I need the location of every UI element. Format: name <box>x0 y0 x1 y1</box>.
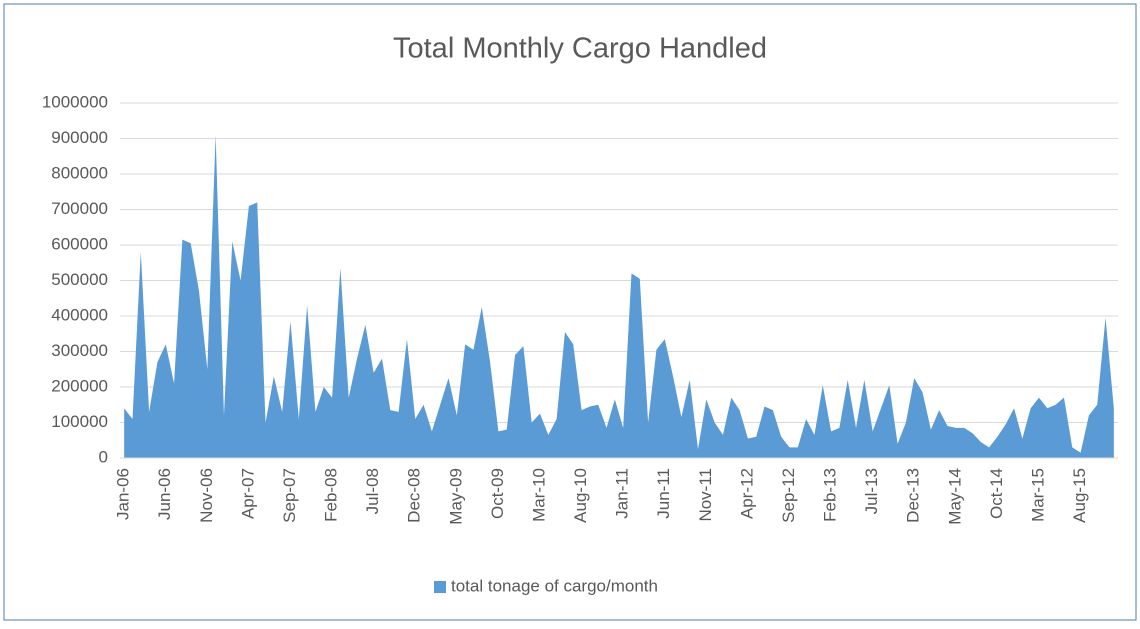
x-tick-label: Mar-15 <box>1028 468 1047 522</box>
x-tick-label: Apr-07 <box>238 468 257 519</box>
y-tick-label: 0 <box>99 447 108 466</box>
x-tick-label: Sep-07 <box>280 468 299 523</box>
x-tick-label: Mar-10 <box>529 468 548 522</box>
x-tick-label: Apr-12 <box>737 468 756 519</box>
x-tick-label: Aug-15 <box>1070 468 1089 523</box>
y-tick-label: 500000 <box>51 270 108 289</box>
chart-border <box>3 3 1137 621</box>
x-tick-label: May-14 <box>945 468 964 525</box>
x-tick-label: Feb-08 <box>322 468 341 522</box>
chart-title: Total Monthly Cargo Handled <box>393 33 767 65</box>
x-tick-label: Aug-10 <box>571 468 590 523</box>
x-tick-label: Jan-11 <box>613 468 632 519</box>
y-tick-label: 400000 <box>51 305 108 324</box>
y-tick-label: 800000 <box>51 163 108 182</box>
y-tick-label: 900000 <box>51 128 108 147</box>
x-tick-label: Dec-08 <box>405 468 424 523</box>
x-tick-label: Jun-11 <box>654 468 673 519</box>
x-tick-label: May-09 <box>446 468 465 525</box>
y-tick-label: 700000 <box>51 199 108 218</box>
x-tick-label: Feb-13 <box>821 468 840 522</box>
x-tick-label: Jan-06 <box>114 468 133 520</box>
x-tick-label: Dec-13 <box>904 468 923 523</box>
x-tick-label: Oct-09 <box>488 468 507 519</box>
legend-swatch <box>434 581 446 593</box>
area <box>124 134 1114 458</box>
x-tick-label: Jun-06 <box>155 468 174 520</box>
x-tick-label: Jul-13 <box>862 468 881 514</box>
y-tick-label: 200000 <box>51 376 108 395</box>
x-tick-label: Nov-06 <box>197 468 216 523</box>
y-tick-label: 600000 <box>51 234 108 253</box>
y-tick-label: 100000 <box>51 412 108 431</box>
x-tick-label: Sep-12 <box>779 468 798 523</box>
x-tick-label: Jul-08 <box>363 468 382 514</box>
x-tick-label: Oct-14 <box>987 468 1006 519</box>
x-tick-label: Nov-11 <box>696 468 715 522</box>
y-tick-label: 300000 <box>51 341 108 360</box>
y-tick-label: 1000000 <box>42 92 108 111</box>
legend-label: total tonage of cargo/month <box>451 576 658 595</box>
